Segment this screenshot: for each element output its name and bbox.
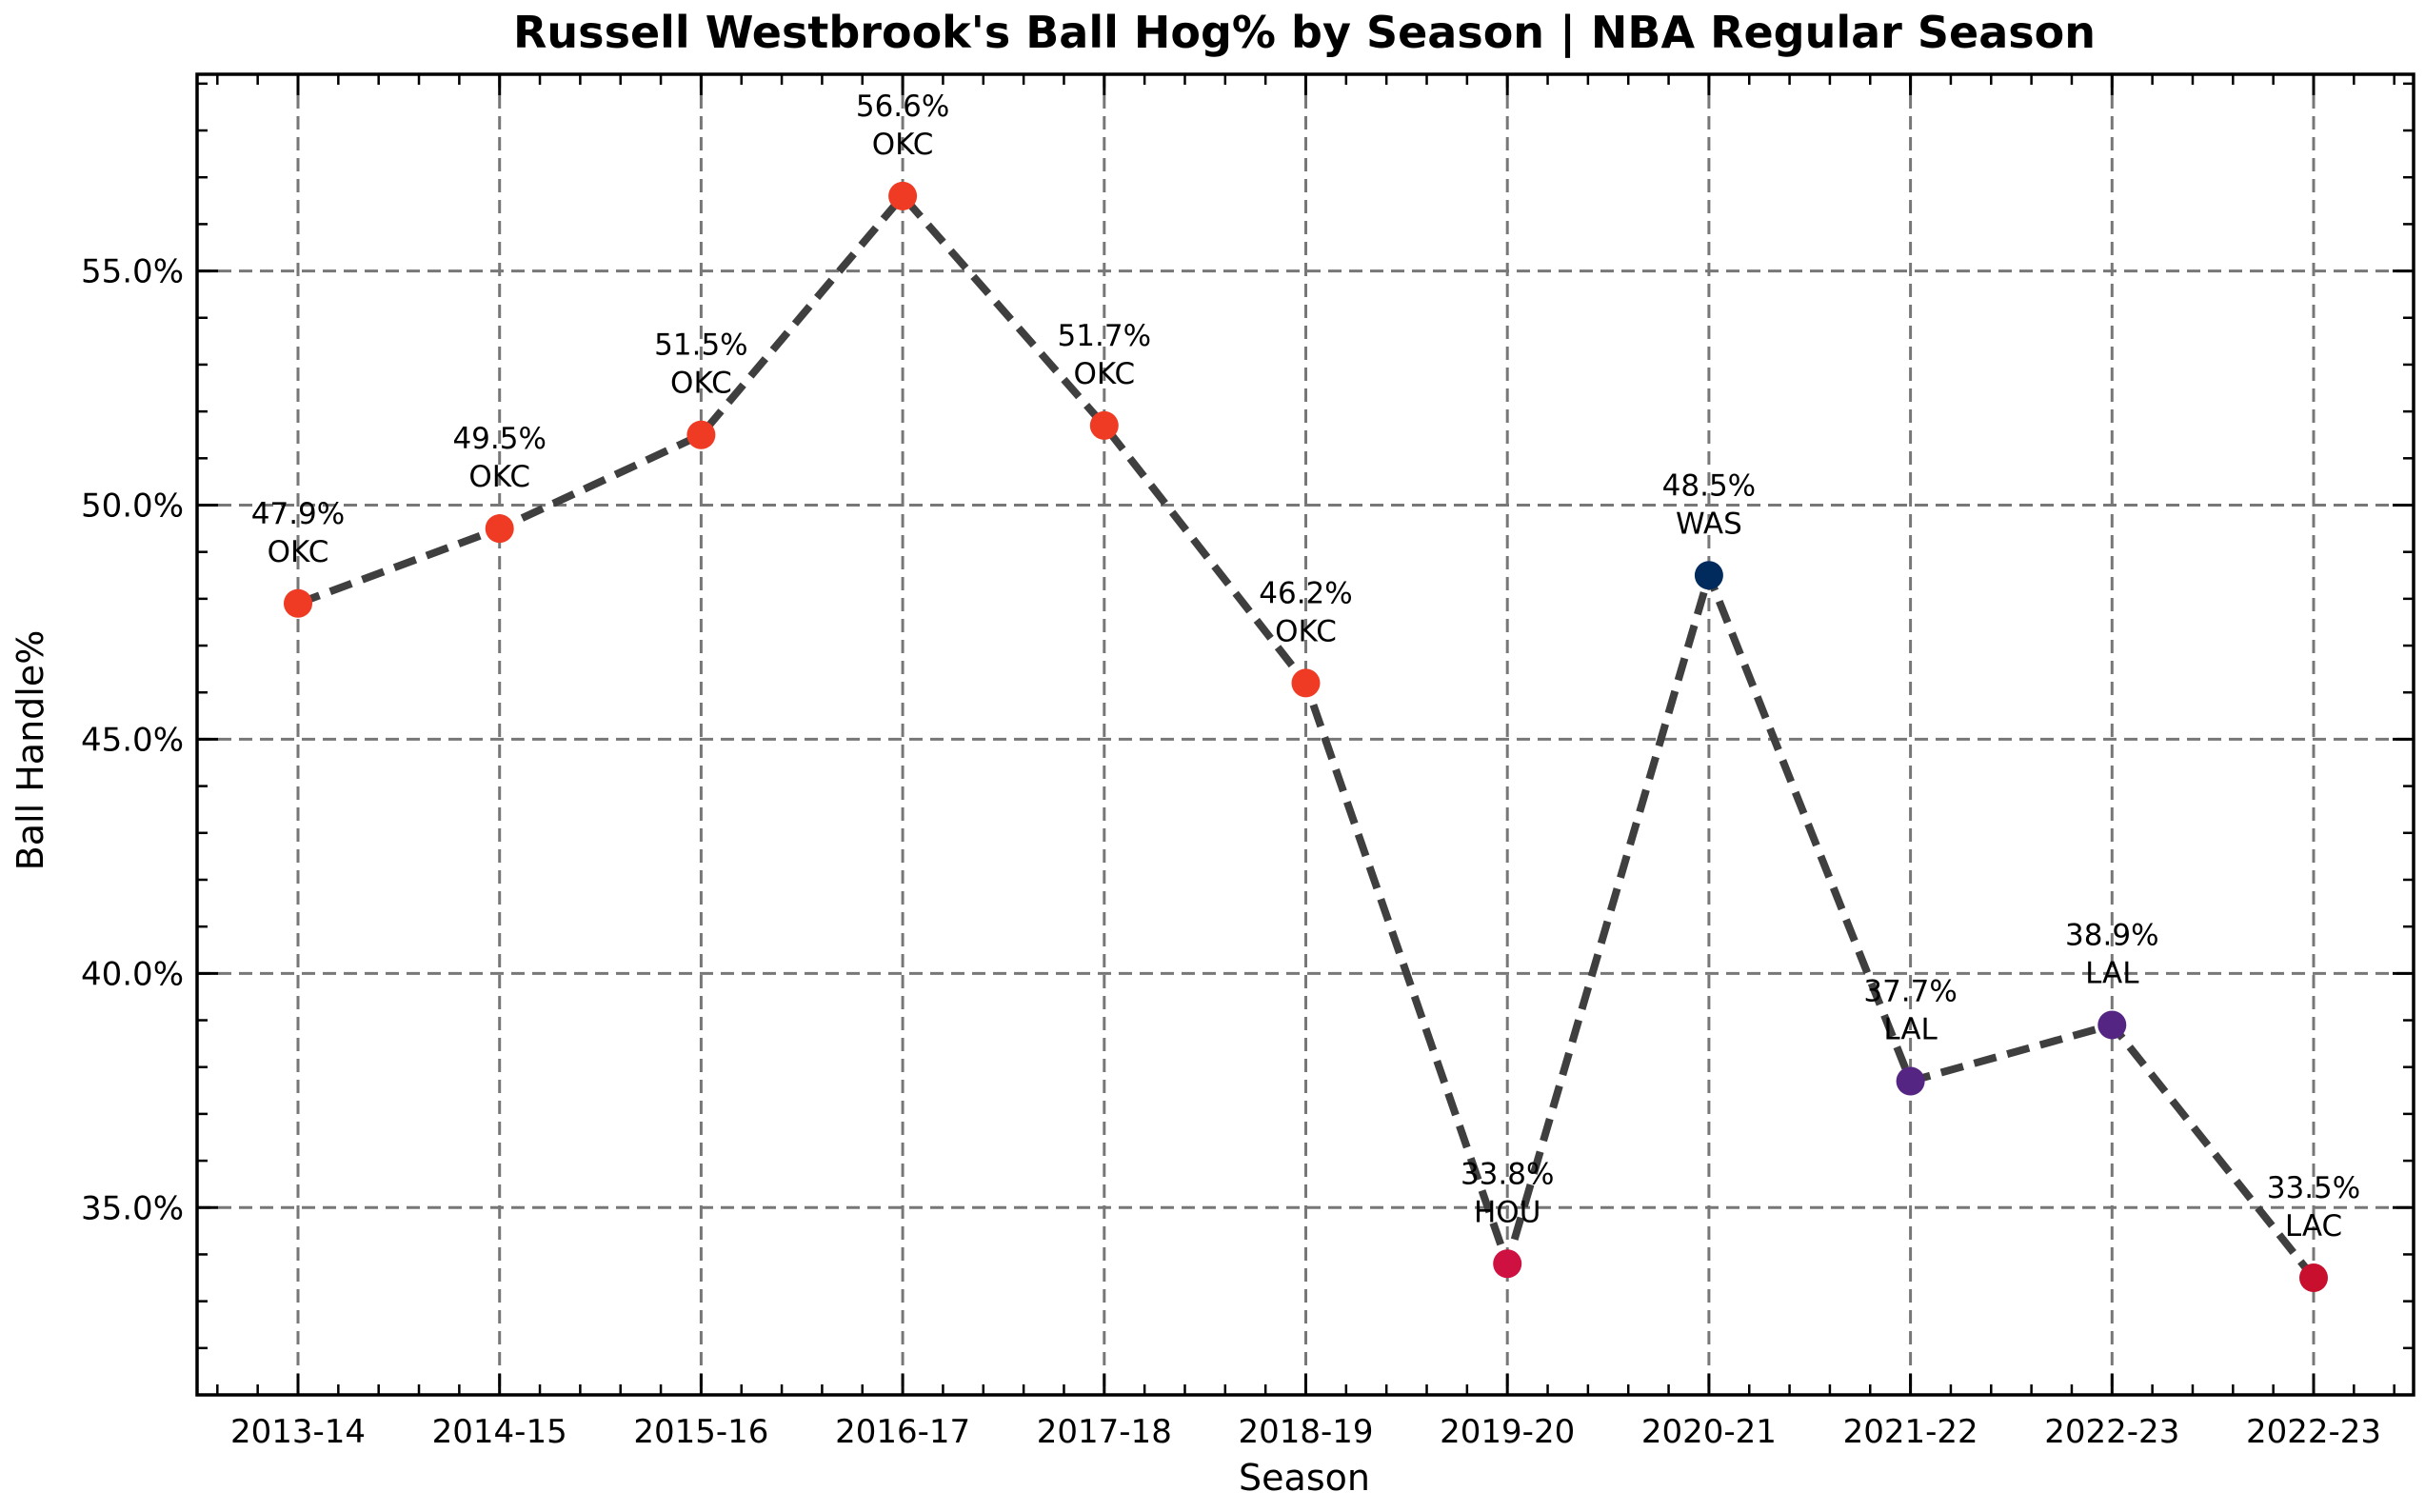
- data-label-value: 56.6%: [856, 90, 949, 124]
- data-label-team: OKC: [468, 460, 530, 494]
- x-tick-label: 2015-16: [633, 1413, 768, 1451]
- data-point: [686, 420, 716, 449]
- y-axis: 35.0% 40.0% 45.0% 50.0% 55.0%: [81, 82, 2414, 1397]
- data-label-team: OKC: [670, 367, 732, 401]
- data-point: [1493, 1249, 1522, 1279]
- x-tick-label: 2022-23: [2246, 1413, 2381, 1451]
- data-label-team: HOU: [1474, 1195, 1540, 1229]
- data-point: [1089, 410, 1119, 440]
- x-tick-label: 2014-15: [432, 1413, 567, 1451]
- x-tick-label: 2021-22: [1843, 1413, 1978, 1451]
- data-point: [1291, 668, 1321, 698]
- data-point: [2299, 1263, 2328, 1293]
- x-tick-label: 2019-20: [1440, 1413, 1575, 1451]
- data-label-value: 38.9%: [2065, 918, 2158, 952]
- x-axis-label: Season: [1239, 1457, 1370, 1499]
- data-label-value: 49.5%: [452, 422, 546, 456]
- data-point: [2097, 1010, 2127, 1040]
- data-point: [1694, 561, 1723, 590]
- y-tick-label: 50.0%: [81, 487, 184, 525]
- data-label-team: WAS: [1676, 507, 1742, 541]
- y-tick-label: 40.0%: [81, 955, 184, 993]
- y-axis-label: Ball Handle%: [10, 630, 51, 871]
- x-tick-label: 2013-14: [230, 1413, 366, 1451]
- chart-title: Russell Westbrook's Ball Hog% by Season …: [513, 7, 2096, 59]
- data-label-value: 46.2%: [1259, 576, 1352, 610]
- data-label-value: 33.8%: [1461, 1157, 1554, 1191]
- data-label-team: LAL: [1883, 1012, 1938, 1046]
- x-tick-label: 2018-19: [1238, 1413, 1373, 1451]
- x-tick-label: 2016-17: [835, 1413, 970, 1451]
- x-tick-label: 2017-18: [1037, 1413, 1172, 1451]
- data-label-team: OKC: [268, 535, 329, 569]
- data-point: [485, 514, 514, 544]
- data-point: [888, 181, 918, 210]
- data-label-value: 47.9%: [251, 497, 345, 531]
- y-tick-label: 35.0%: [81, 1189, 184, 1227]
- data-label-team: LAC: [2285, 1209, 2342, 1243]
- x-tick-label: 2020-21: [1641, 1413, 1777, 1451]
- data-label-value: 48.5%: [1662, 468, 1756, 503]
- y-tick-label: 45.0%: [81, 721, 184, 759]
- data-label-value: 51.5%: [654, 328, 747, 363]
- y-tick-label: 55.0%: [81, 253, 184, 291]
- data-label-value: 51.7%: [1058, 319, 1151, 353]
- data-label-value: 33.5%: [2267, 1171, 2360, 1205]
- grid: [197, 74, 2414, 1395]
- data-label-team: OKC: [1275, 614, 1337, 648]
- data-point: [1896, 1066, 1925, 1096]
- data-point: [284, 588, 312, 618]
- data-label-team: OKC: [1073, 357, 1135, 391]
- data-label-value: 37.7%: [1863, 974, 1957, 1008]
- data-labels: 47.9% OKC 49.5% OKC 51.5% OKC 56.6% OKC 51.7% OKC…: [251, 90, 2360, 1243]
- data-points: [284, 181, 2328, 1293]
- data-label-team: LAL: [2085, 956, 2139, 990]
- x-tick-label: 2022-23: [2044, 1413, 2179, 1451]
- x-axis: 2013-14 2014-15 2015-16 2016-17 2017-18 2018-…: [216, 74, 2395, 1451]
- data-label-team: OKC: [872, 128, 934, 162]
- plot-frame: [195, 72, 2415, 1397]
